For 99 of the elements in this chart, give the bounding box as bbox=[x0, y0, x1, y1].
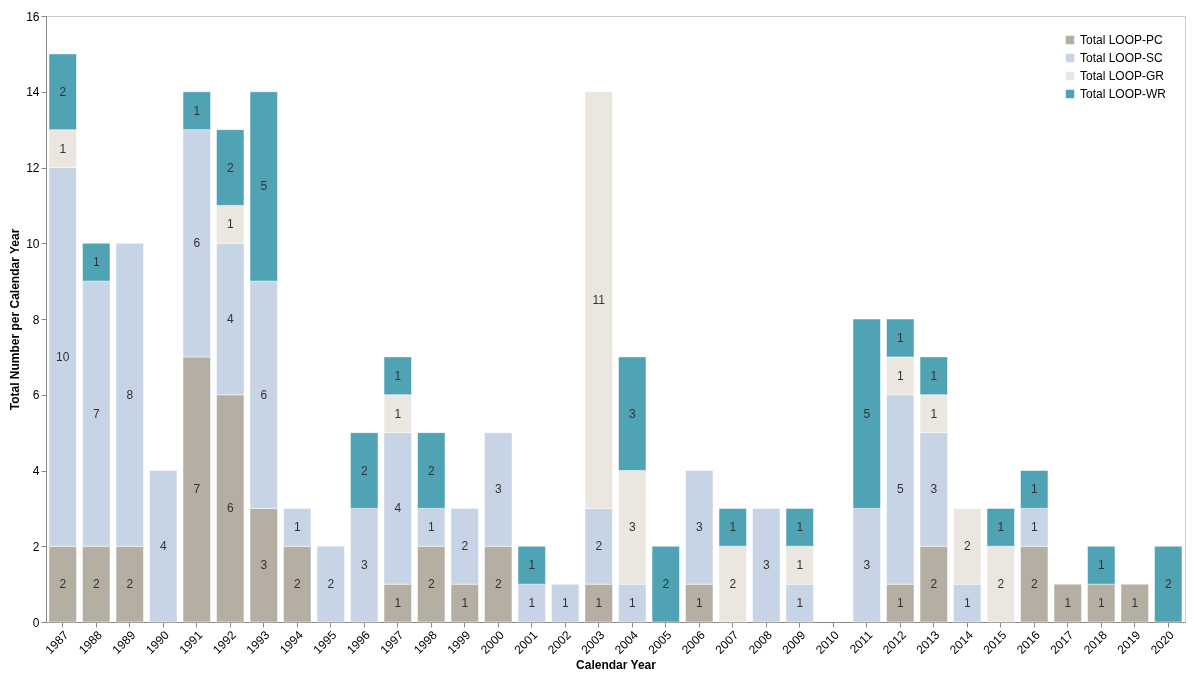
data-label: 1 bbox=[528, 596, 536, 611]
data-label: 2 bbox=[427, 463, 435, 478]
data-label: 2 bbox=[997, 577, 1005, 592]
bar bbox=[1120, 583, 1149, 623]
data-label: 3 bbox=[628, 520, 636, 535]
data-label: 2 bbox=[59, 577, 67, 592]
legend-label: Total LOOP-SC bbox=[1080, 51, 1164, 65]
bar bbox=[149, 470, 178, 623]
data-label: 1 bbox=[394, 406, 402, 421]
data-label: 2 bbox=[461, 539, 469, 554]
y-tick-label: 4 bbox=[32, 464, 40, 478]
data-label: 3 bbox=[762, 558, 770, 573]
bar bbox=[651, 546, 680, 623]
data-label: 1 bbox=[796, 558, 804, 573]
data-label: 1 bbox=[394, 596, 402, 611]
data-label: 1 bbox=[930, 368, 938, 383]
data-label: 1 bbox=[1097, 558, 1105, 573]
data-label: 1 bbox=[896, 368, 904, 383]
data-label: 4 bbox=[159, 539, 167, 554]
data-label: 6 bbox=[260, 387, 268, 402]
bar bbox=[316, 546, 345, 623]
data-label: 1 bbox=[963, 596, 971, 611]
data-label: 1 bbox=[930, 406, 938, 421]
data-label: 3 bbox=[260, 558, 268, 573]
data-label: 2 bbox=[126, 577, 134, 592]
bar bbox=[1154, 546, 1183, 623]
y-tick-label: 10 bbox=[26, 236, 40, 251]
data-label: 2 bbox=[327, 577, 335, 592]
data-label: 3 bbox=[494, 482, 502, 497]
data-label: 2 bbox=[963, 539, 971, 554]
data-label: 2 bbox=[1030, 577, 1038, 592]
data-label: 11 bbox=[592, 293, 606, 308]
data-label: 1 bbox=[896, 330, 904, 345]
y-tick-label: 16 bbox=[26, 9, 40, 24]
data-label: 7 bbox=[92, 406, 100, 421]
y-tick-label: 6 bbox=[32, 388, 40, 403]
data-label: 2 bbox=[729, 577, 737, 592]
data-label: 3 bbox=[360, 558, 368, 573]
data-label: 1 bbox=[226, 217, 234, 232]
data-label: 1 bbox=[729, 520, 737, 535]
bar bbox=[1053, 583, 1082, 623]
y-tick-label: 14 bbox=[26, 85, 40, 100]
data-label: 2 bbox=[1164, 577, 1172, 592]
data-label: 1 bbox=[394, 368, 402, 383]
data-label: 5 bbox=[260, 179, 268, 194]
y-tick-label: 12 bbox=[26, 161, 40, 175]
y-tick-label: 2 bbox=[32, 539, 40, 554]
legend-label: Total LOOP-PC bbox=[1080, 33, 1164, 47]
data-label: 1 bbox=[1030, 482, 1038, 497]
data-label: 3 bbox=[863, 558, 871, 573]
y-tick-label: 8 bbox=[32, 312, 40, 327]
x-axis-title: Calendar Year bbox=[576, 658, 657, 673]
data-label: 5 bbox=[863, 406, 871, 421]
data-label: 1 bbox=[1097, 596, 1105, 611]
data-label: 1 bbox=[796, 596, 804, 611]
data-label: 1 bbox=[1030, 520, 1038, 535]
data-label: 2 bbox=[293, 577, 301, 592]
data-label: 1 bbox=[1064, 596, 1072, 611]
data-label: 1 bbox=[1131, 596, 1139, 611]
data-label: 1 bbox=[628, 596, 636, 611]
data-label: 3 bbox=[628, 406, 636, 421]
data-label: 1 bbox=[59, 141, 67, 156]
legend-label: Total LOOP-WR bbox=[1080, 87, 1167, 101]
data-label: 1 bbox=[293, 520, 301, 535]
data-label: 1 bbox=[896, 596, 904, 611]
data-label: 2 bbox=[930, 577, 938, 592]
bar bbox=[752, 508, 781, 623]
data-label: 7 bbox=[193, 482, 201, 497]
y-axis-title: Total Number per Calendar Year bbox=[8, 228, 23, 411]
data-label: 4 bbox=[226, 312, 234, 326]
data-label: 1 bbox=[427, 520, 435, 535]
data-label: 1 bbox=[92, 255, 100, 270]
data-label: 1 bbox=[461, 596, 469, 611]
legend-label: Total LOOP-GR bbox=[1080, 69, 1165, 83]
data-label: 6 bbox=[226, 501, 234, 516]
data-label: 4 bbox=[394, 501, 402, 516]
bar bbox=[551, 583, 580, 623]
data-label: 10 bbox=[56, 349, 70, 364]
data-label: 2 bbox=[226, 160, 234, 175]
data-label: 1 bbox=[796, 520, 804, 535]
y-tick-label: 0 bbox=[32, 615, 40, 630]
data-label: 2 bbox=[92, 577, 100, 592]
data-label: 2 bbox=[59, 84, 67, 99]
data-label: 6 bbox=[193, 236, 201, 251]
data-label: 8 bbox=[126, 387, 134, 402]
data-label: 2 bbox=[662, 577, 670, 592]
data-label: 1 bbox=[528, 558, 536, 573]
data-label: 2 bbox=[595, 539, 603, 554]
data-label: 2 bbox=[494, 577, 502, 592]
data-label: 1 bbox=[561, 596, 569, 611]
data-label: 5 bbox=[896, 482, 904, 497]
data-label: 1 bbox=[595, 596, 603, 611]
data-label: 3 bbox=[695, 520, 703, 535]
data-label: 3 bbox=[930, 482, 938, 497]
data-label: 1 bbox=[695, 596, 703, 611]
data-label: 2 bbox=[427, 577, 435, 592]
data-label: 1 bbox=[193, 103, 201, 118]
data-label: 1 bbox=[997, 520, 1005, 535]
data-label: 2 bbox=[360, 463, 368, 478]
